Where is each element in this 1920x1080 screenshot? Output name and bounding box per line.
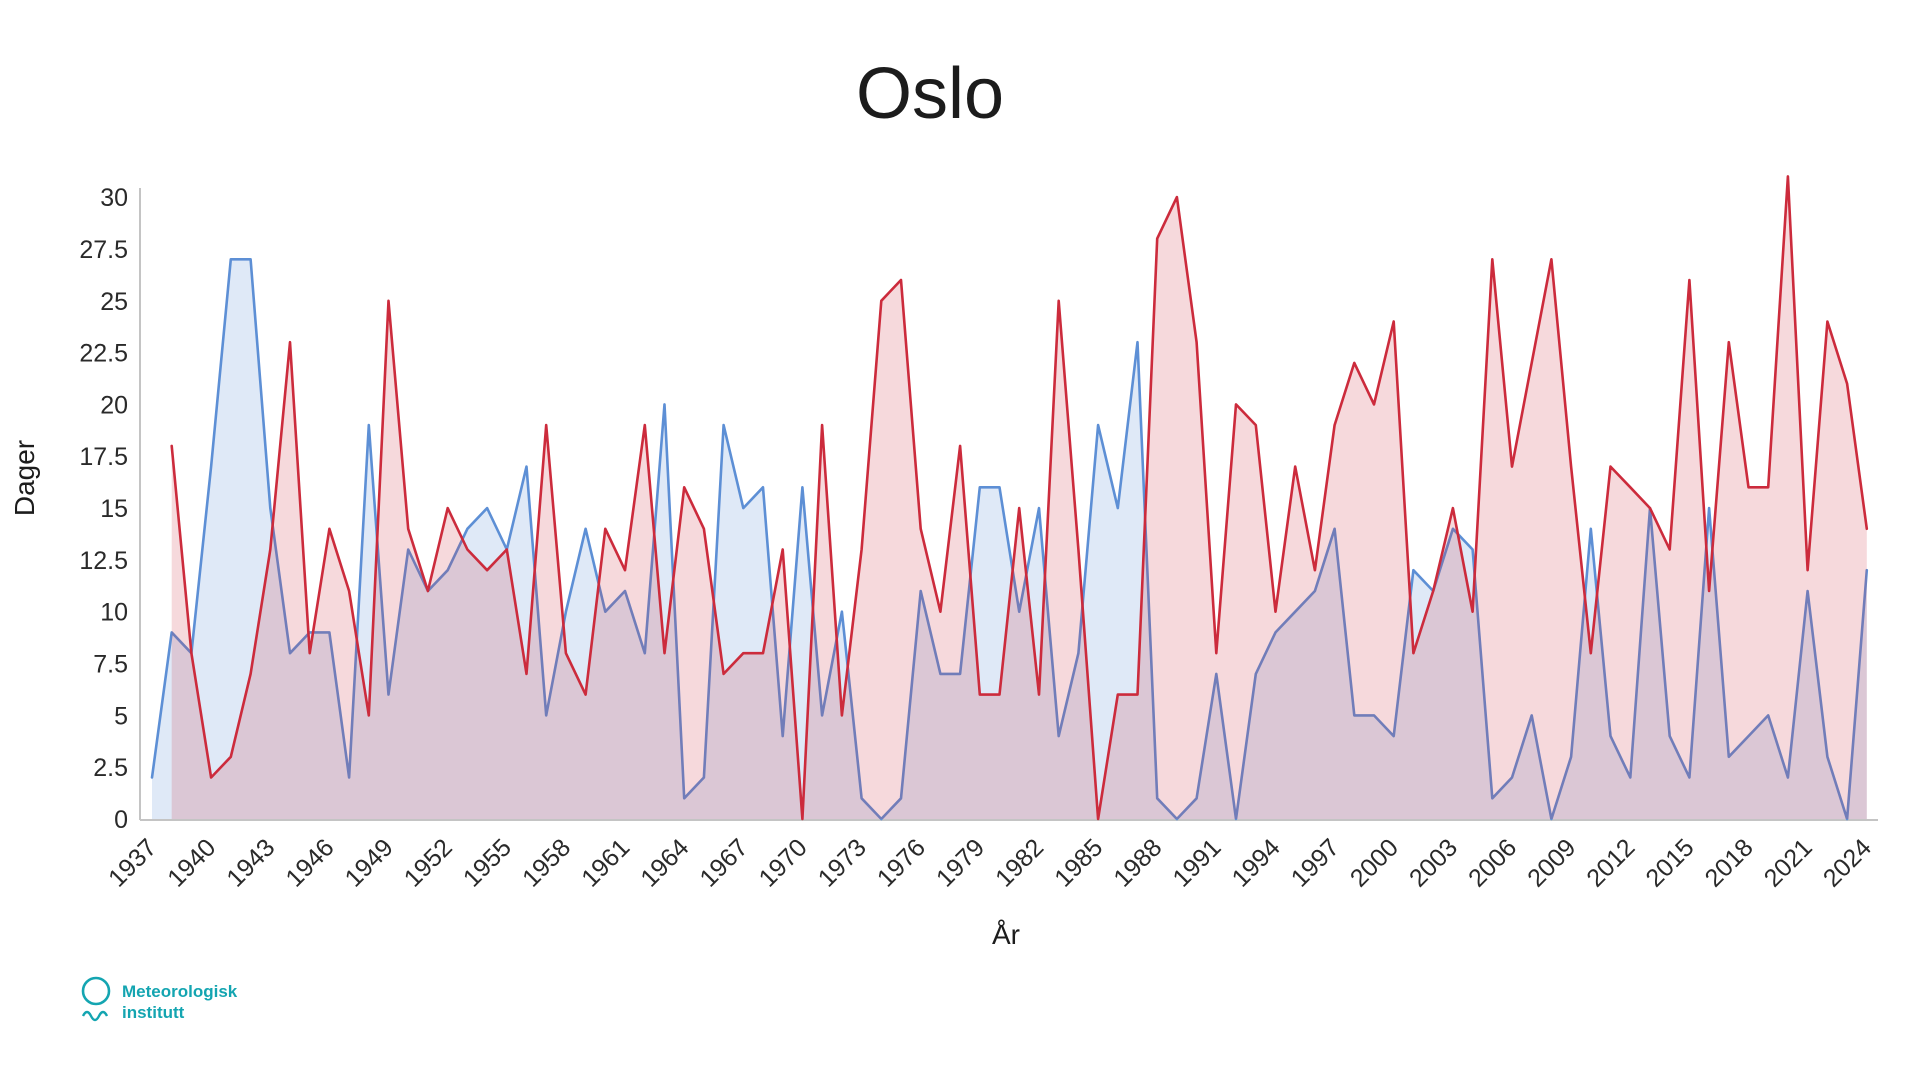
x-tick-label: 2024 [1818, 833, 1877, 892]
data-series [150, 175, 1869, 821]
x-tick-label: 1964 [635, 833, 694, 892]
logo-circle-icon [81, 976, 111, 1006]
y-axis-title: Dager [9, 440, 40, 516]
y-tick-label: 20 [100, 391, 128, 419]
x-tick-label: 2012 [1581, 833, 1640, 892]
y-tick-label: 10 [100, 599, 128, 627]
x-tick-label: 1949 [340, 833, 399, 892]
x-tick-label: 2006 [1463, 833, 1522, 892]
y-tick-label: 30 [100, 184, 128, 212]
y-tick-label: 2.5 [93, 754, 128, 782]
y-tick-label: 15 [100, 495, 128, 523]
x-tick-label: 1961 [576, 833, 635, 892]
logo-wave-icon [81, 1010, 109, 1022]
x-tick-label: 2000 [1345, 833, 1404, 892]
x-tick-label: 1982 [990, 833, 1049, 892]
x-tick-label: 1976 [872, 833, 931, 892]
logo-text-line2: institutt [122, 1003, 185, 1022]
x-tick-label: 1973 [813, 833, 872, 892]
x-tick-label: 1940 [162, 833, 221, 892]
x-tick-label: 1958 [517, 833, 576, 892]
logo: Meteorologisk institutt [81, 976, 238, 1022]
y-tick-label: 25 [100, 288, 128, 316]
x-tick-label: 1946 [281, 833, 340, 892]
y-tick-label: 22.5 [79, 340, 128, 368]
x-tick-label: 1970 [754, 833, 813, 892]
x-tick-label: 2003 [1404, 833, 1463, 892]
x-tick-label: 1955 [458, 833, 517, 892]
red-series-line [170, 175, 1869, 821]
y-tick-label: 17.5 [79, 443, 128, 471]
x-tick-label: 2021 [1759, 833, 1818, 892]
x-tick-label: 1985 [1049, 833, 1108, 892]
x-axis-title: År [992, 919, 1020, 950]
x-tick-label: 2018 [1700, 833, 1759, 892]
x-tick-label: 1967 [694, 833, 753, 892]
x-tick-label: 1952 [399, 833, 458, 892]
x-tick-label: 1994 [1227, 833, 1286, 892]
red-series-area [171, 176, 1867, 819]
y-tick-label: 0 [114, 806, 128, 834]
x-tick-label: 1979 [931, 833, 990, 892]
x-tick-label: 1943 [221, 833, 280, 892]
y-tick-label: 7.5 [93, 651, 128, 679]
x-tick-label: 1988 [1108, 833, 1167, 892]
logo-text-line1: Meteorologisk [122, 982, 238, 1001]
x-tick-label: 1937 [103, 833, 162, 892]
y-tick-label: 5 [114, 702, 128, 730]
blue-series-area [152, 259, 1867, 819]
blue-series-line [150, 258, 1869, 821]
y-tick-label: 12.5 [79, 547, 128, 575]
x-tick-label: 2009 [1522, 833, 1581, 892]
x-tick-label: 1991 [1167, 833, 1226, 892]
page-title: Oslo [856, 54, 1004, 134]
y-tick-label: 27.5 [79, 236, 128, 264]
x-tick-label: 1997 [1286, 833, 1345, 892]
x-tick-label: 2015 [1640, 833, 1699, 892]
